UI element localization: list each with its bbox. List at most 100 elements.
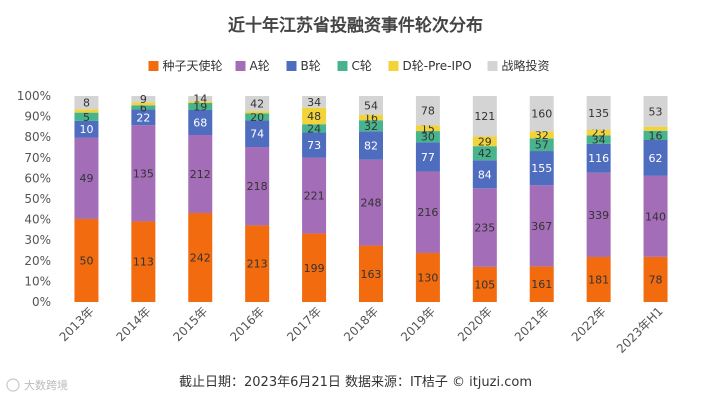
bar-segment <box>245 147 270 226</box>
bar-segment <box>74 96 99 110</box>
x-category-label: 2020年 <box>455 304 495 344</box>
x-category-label: 2022年 <box>569 304 609 344</box>
bar-segment <box>529 96 554 132</box>
x-category-label: 2013年 <box>57 304 97 344</box>
bar-stack-10: 78 140 62 16 53 <box>643 96 668 302</box>
bar-segment <box>586 143 611 173</box>
data-label: 54 <box>364 99 378 112</box>
data-label: 84 <box>478 168 492 181</box>
legend-label-0: 种子天使轮 <box>163 58 223 73</box>
data-label: 24 <box>307 122 321 135</box>
x-category-label: 2019年 <box>398 304 438 344</box>
bar-segment <box>643 139 668 176</box>
bar-segment <box>74 109 99 113</box>
data-label: 8 <box>83 97 90 110</box>
x-category-label: 2023年H1 <box>614 304 666 356</box>
bar-segment <box>131 102 156 106</box>
bar-segment <box>529 151 554 186</box>
legend-label-1: A轮 <box>250 59 270 73</box>
data-label: 212 <box>190 168 211 181</box>
data-label: 32 <box>535 129 549 142</box>
legend-swatch-1 <box>235 61 246 71</box>
bar-segment <box>529 131 554 139</box>
data-label: 116 <box>588 152 609 165</box>
data-label: 74 <box>250 128 264 141</box>
data-label: 16 <box>649 129 663 142</box>
bar-segment <box>586 96 611 130</box>
bar-segment <box>359 96 383 115</box>
bar-segment <box>245 96 270 112</box>
y-tick-label: 40% <box>24 213 51 227</box>
data-label: 22 <box>136 111 150 124</box>
data-label: 105 <box>474 278 495 291</box>
bar-segment <box>472 266 497 302</box>
data-label: 155 <box>531 162 552 175</box>
data-label: 16 <box>364 111 378 124</box>
bar-segment <box>586 129 611 136</box>
legend-swatch-5 <box>487 61 498 71</box>
data-label: 20 <box>250 111 264 124</box>
chart-title: 近十年江苏省投融资事件轮次分布 <box>228 15 483 36</box>
data-label: 160 <box>531 108 552 121</box>
data-label: 181 <box>588 273 609 286</box>
data-label: 42 <box>478 147 492 160</box>
y-tick-label: 20% <box>24 254 51 268</box>
bar-segment <box>359 114 383 121</box>
footer-source: 截止日期：2023年6月21日 数据来源：IT桔子 © itjuzi.com <box>179 375 532 390</box>
bars: 5049105811313522692422126819142132187420… <box>74 93 668 302</box>
data-label: 6 <box>140 101 147 114</box>
bar-segment <box>359 131 383 160</box>
data-label: 161 <box>531 278 552 291</box>
bar-segment <box>302 107 327 125</box>
bar-segment <box>245 225 270 302</box>
y-tick-label: 50% <box>24 192 51 206</box>
data-label: 32 <box>364 120 378 133</box>
bar-segment <box>586 135 611 144</box>
bar-segment <box>359 120 383 132</box>
data-label: 242 <box>190 251 211 264</box>
bar-segment <box>74 137 99 219</box>
bar-segment <box>415 131 440 143</box>
bar-segment <box>302 132 327 158</box>
data-label: 235 <box>474 222 495 235</box>
data-label: 82 <box>364 140 378 153</box>
bar-segment <box>245 120 270 148</box>
y-axis: 0% 10% 20% 30% 40% 50% 60% 70% 80% 90% 100% <box>17 89 51 309</box>
data-label: 30 <box>421 131 435 144</box>
bar-segment <box>359 159 383 246</box>
x-axis: 2013年 2014年 2015年 2016年 2017年 2018年 2019年 2020年… <box>57 304 666 356</box>
data-label: 14 <box>193 93 207 106</box>
data-label: 42 <box>250 98 264 111</box>
legend-swatch-0 <box>148 61 159 71</box>
bar-segment <box>415 96 440 126</box>
bar-segment <box>74 218 99 302</box>
legend-label-4: D轮-Pre-IPO <box>403 59 472 73</box>
bar-segment <box>643 130 668 140</box>
data-label: 49 <box>79 172 93 185</box>
bar-segment <box>415 171 440 253</box>
legend-label-5: 战略投资 <box>502 58 550 73</box>
data-label: 339 <box>588 209 609 222</box>
bar-segment <box>586 256 611 302</box>
bar-segment <box>472 146 497 161</box>
data-label: 34 <box>592 134 606 147</box>
bar-segment <box>245 111 270 114</box>
x-category-label: 2017年 <box>284 304 324 344</box>
legend-label-2: B轮 <box>301 59 321 73</box>
y-tick-label: 80% <box>24 130 51 144</box>
y-tick-label: 70% <box>24 151 51 165</box>
data-label: 10 <box>79 123 93 136</box>
data-label: 113 <box>133 256 154 269</box>
bar-segment <box>359 245 383 302</box>
data-label: 78 <box>421 105 435 118</box>
legend-swatch-3 <box>337 61 348 71</box>
y-tick-label: 10% <box>24 274 51 288</box>
data-label: 77 <box>421 151 435 164</box>
bar-segment <box>415 142 440 172</box>
bar-segment <box>529 185 554 267</box>
data-label: 163 <box>361 268 382 281</box>
